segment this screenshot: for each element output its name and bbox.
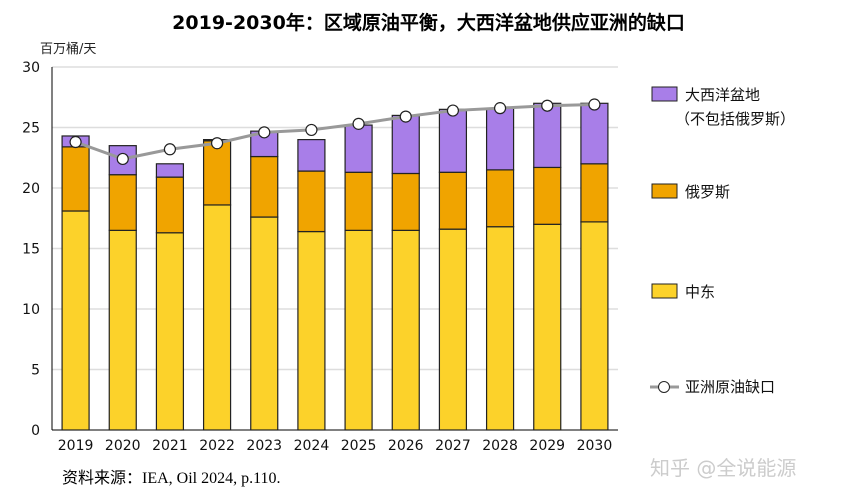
bar-2 <box>580 102 609 165</box>
bar-1 <box>438 171 468 230</box>
x-tick-label: 2021 <box>152 438 188 454</box>
y-tick-label: 25 <box>22 121 40 137</box>
bar-0 <box>438 228 468 431</box>
bar-0 <box>485 226 515 431</box>
y-tick-label: 20 <box>22 181 40 197</box>
legend-label: 中东 <box>685 283 715 301</box>
bar-0 <box>202 204 232 431</box>
bar-0 <box>344 229 373 431</box>
legend-swatch <box>651 283 678 299</box>
bar-1 <box>250 155 279 218</box>
bar-1 <box>533 166 562 225</box>
legend-label: 俄罗斯 <box>685 183 730 201</box>
watermark: 知乎 @全说能源 <box>650 456 797 480</box>
y-tick-label: 5 <box>31 363 40 379</box>
legend-label: （不包括俄罗斯） <box>675 110 795 128</box>
bar-2 <box>297 139 326 172</box>
chart-title: 2019-2030年：区域原油平衡，大西洋盆地供应亚洲的缺口 <box>172 12 685 34</box>
source-note: 资料来源：IEA, Oil 2024, p.110. <box>62 470 281 487</box>
line-point <box>446 104 460 117</box>
line-point <box>399 110 412 123</box>
line-point <box>541 99 554 112</box>
legend-marker <box>658 381 670 393</box>
bar-0 <box>580 221 609 431</box>
bar-2 <box>391 114 420 175</box>
line-point <box>352 117 365 130</box>
x-tick-label: 2025 <box>341 438 377 454</box>
legend-swatch <box>651 86 678 102</box>
bar-0 <box>155 232 185 431</box>
bar-0 <box>533 223 562 431</box>
line-point <box>163 143 177 156</box>
x-tick-label: 2023 <box>246 438 282 454</box>
y-tick-label: 15 <box>22 242 40 258</box>
legend-label: 亚洲原油缺口 <box>685 378 775 396</box>
legend-swatch <box>651 183 678 199</box>
bar-1 <box>297 170 326 233</box>
bar-2 <box>344 124 373 173</box>
x-tick-label: 2020 <box>105 438 141 454</box>
bar-2 <box>485 107 515 171</box>
bar-1 <box>344 171 373 231</box>
bar-1 <box>155 176 185 234</box>
bar-1 <box>202 140 232 206</box>
line-point <box>588 98 601 111</box>
y-tick-label: 30 <box>22 60 40 76</box>
bar-1 <box>580 163 609 223</box>
y-axis-label: 百万桶/天 <box>40 42 97 57</box>
bar-1 <box>485 169 515 228</box>
y-tick-label: 10 <box>22 302 40 318</box>
bar-1 <box>61 146 90 212</box>
bar-0 <box>250 216 279 431</box>
x-tick-label: 2022 <box>199 438 235 454</box>
bar-0 <box>61 210 90 431</box>
bar-2 <box>155 163 185 178</box>
legend-label: 大西洋盆地 <box>685 86 760 104</box>
line-point <box>258 126 271 139</box>
x-tick-label: 2027 <box>435 438 471 454</box>
x-tick-label: 2030 <box>577 438 613 454</box>
x-tick-label: 2029 <box>529 438 565 454</box>
bar-2 <box>438 108 468 173</box>
x-tick-label: 2026 <box>388 438 424 454</box>
bar-0 <box>297 230 326 431</box>
y-tick-label: 0 <box>31 423 40 439</box>
line-point <box>69 135 82 149</box>
bar-0 <box>391 229 420 431</box>
x-tick-label: 2019 <box>58 438 94 454</box>
line-series <box>75 103 595 161</box>
x-tick-label: 2024 <box>294 438 330 454</box>
line-point <box>493 102 507 115</box>
line-point <box>210 137 224 150</box>
x-tick-label: 2028 <box>482 438 518 454</box>
line-point <box>305 123 318 137</box>
line-point <box>116 152 129 166</box>
bar-0 <box>108 229 137 431</box>
bar-1 <box>391 172 420 231</box>
bar-2 <box>533 102 562 169</box>
bar-1 <box>108 174 137 231</box>
